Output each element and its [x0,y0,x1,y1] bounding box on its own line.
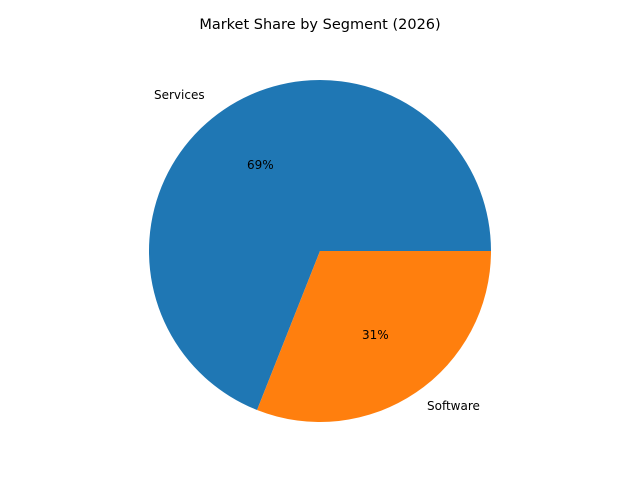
pie-slice-software [257,251,491,422]
slice-label-software: Software [427,399,480,413]
slice-label-services: Services [154,88,205,102]
pie-slice-services [149,80,491,410]
slice-value-services: 69% [247,158,274,172]
chart-title: Market Share by Segment (2026) [199,17,441,33]
slice-value-software: 31% [362,328,389,342]
